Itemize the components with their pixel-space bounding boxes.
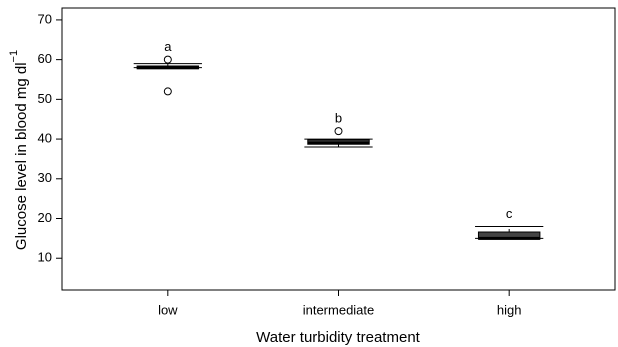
y-axis-label: Glucose level in blood mg dl−1 (8, 50, 30, 250)
x-tick-label: high (497, 302, 522, 317)
y-tick-label: 20 (38, 210, 52, 225)
plot-frame (61, 7, 616, 291)
x-axis-label: Water turbidity treatment (256, 329, 420, 346)
annotation: c (506, 206, 513, 221)
y-tick-label: 60 (38, 51, 52, 66)
outlier (334, 127, 343, 136)
outlier (163, 87, 172, 96)
y-tick-label: 70 (38, 11, 52, 26)
y-label-sup: −1 (8, 50, 20, 63)
x-tick-label: low (158, 302, 178, 317)
annotation: b (335, 111, 342, 126)
annotation: a (164, 39, 172, 54)
y-tick-label: 30 (38, 170, 52, 185)
y-tick-label: 50 (38, 91, 52, 106)
x-tick-label: intermediate (303, 302, 375, 317)
y-label-text: Glucose level in blood mg dl (13, 62, 30, 250)
y-tick-label: 40 (38, 131, 52, 146)
y-tick-label: 10 (38, 250, 52, 265)
outlier (163, 55, 172, 64)
